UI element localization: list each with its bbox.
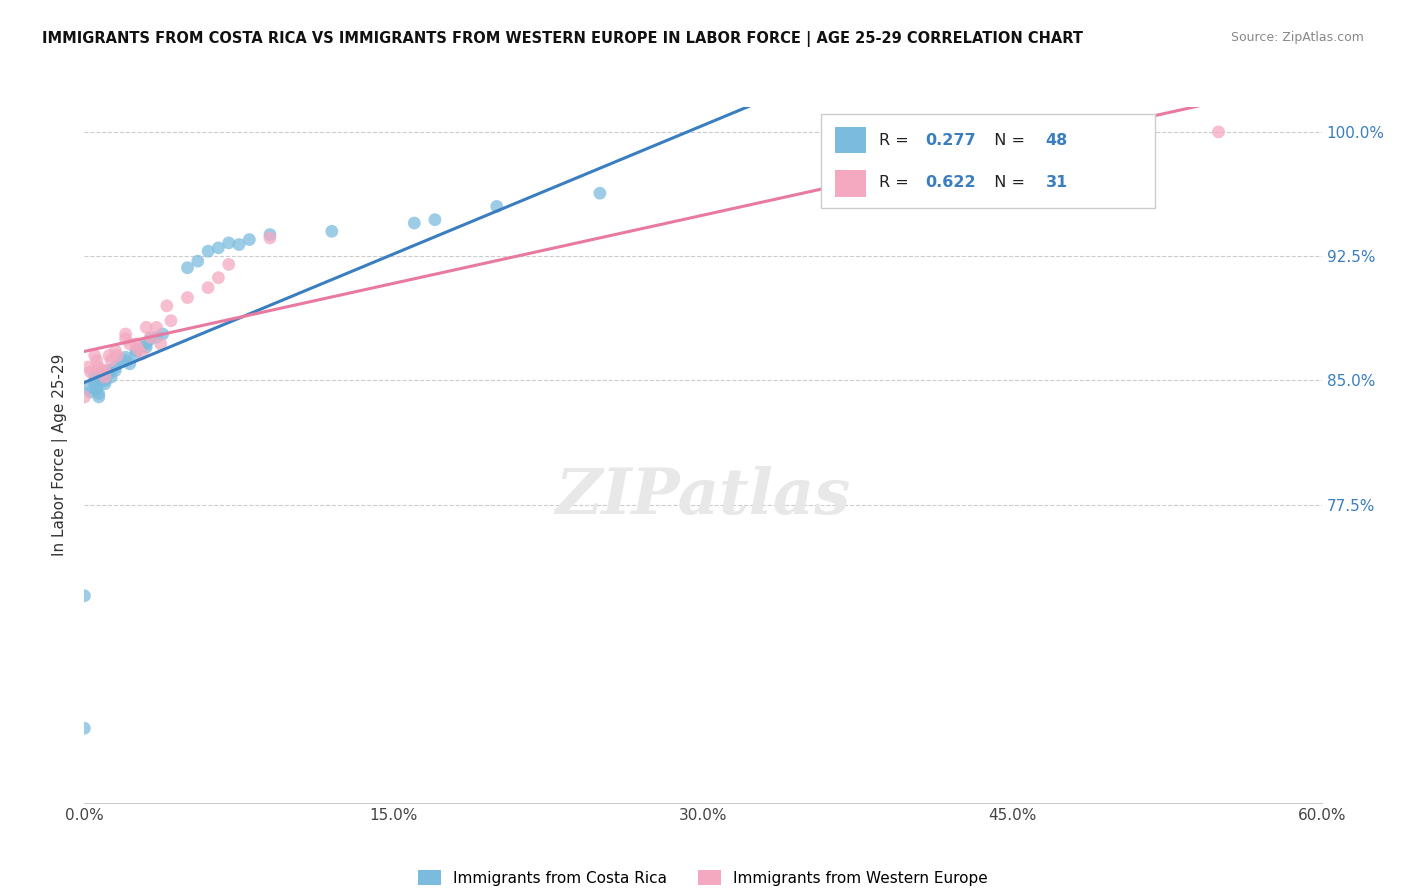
- Point: [77, 382, 100, 396]
- Text: ZIPatlas: ZIPatlas: [555, 466, 851, 527]
- Point: [83, 368, 105, 383]
- Point: [131, 347, 153, 361]
- Point: [87, 360, 110, 375]
- Point: [160, 314, 183, 328]
- Point: [114, 353, 136, 368]
- Point: [1208, 125, 1230, 139]
- Point: [114, 326, 136, 341]
- Point: [83, 376, 105, 391]
- Point: [131, 340, 153, 354]
- Point: [259, 227, 281, 242]
- Point: [86, 384, 108, 398]
- Point: [176, 291, 198, 305]
- Point: [259, 231, 281, 245]
- Point: [404, 216, 426, 230]
- Point: [86, 380, 108, 394]
- Point: [87, 390, 110, 404]
- Point: [94, 373, 117, 387]
- Text: Source: ZipAtlas.com: Source: ZipAtlas.com: [1230, 31, 1364, 45]
- Point: [79, 384, 101, 399]
- Point: [218, 235, 240, 250]
- Point: [139, 330, 162, 344]
- Point: [83, 349, 105, 363]
- Point: [589, 186, 612, 201]
- Point: [90, 363, 112, 377]
- Point: [197, 244, 219, 259]
- Text: 0.622: 0.622: [925, 175, 976, 190]
- Point: [187, 254, 209, 268]
- Point: [156, 299, 179, 313]
- Text: 31: 31: [1046, 175, 1069, 190]
- Point: [94, 370, 117, 384]
- Text: 0.277: 0.277: [925, 133, 976, 148]
- Bar: [835, 170, 866, 196]
- Text: IMMIGRANTS FROM COSTA RICA VS IMMIGRANTS FROM WESTERN EUROPE IN LABOR FORCE | AG: IMMIGRANTS FROM COSTA RICA VS IMMIGRANTS…: [42, 31, 1083, 47]
- Point: [73, 589, 96, 603]
- Point: [218, 257, 240, 271]
- Point: [98, 367, 121, 381]
- Point: [118, 357, 141, 371]
- Text: N =: N =: [984, 133, 1031, 148]
- Point: [104, 360, 127, 375]
- Point: [114, 350, 136, 364]
- Point: [149, 337, 172, 351]
- Text: R =: R =: [879, 133, 914, 148]
- Point: [238, 233, 260, 247]
- Point: [152, 326, 174, 341]
- Point: [98, 349, 121, 363]
- Point: [114, 332, 136, 346]
- Point: [87, 386, 110, 401]
- Point: [139, 332, 162, 346]
- Point: [135, 340, 157, 354]
- Point: [73, 390, 96, 404]
- Point: [228, 237, 250, 252]
- Point: [197, 280, 219, 294]
- Point: [176, 260, 198, 275]
- Point: [91, 373, 114, 387]
- Point: [94, 370, 117, 384]
- Point: [94, 376, 117, 391]
- Point: [125, 337, 148, 351]
- Point: [321, 224, 343, 238]
- Point: [90, 365, 112, 379]
- Point: [125, 343, 148, 358]
- Text: 48: 48: [1046, 133, 1069, 148]
- Point: [100, 353, 122, 368]
- Point: [118, 337, 141, 351]
- Point: [135, 320, 157, 334]
- Point: [90, 370, 112, 384]
- Point: [94, 363, 117, 377]
- Point: [104, 363, 127, 377]
- Point: [127, 342, 149, 356]
- Point: [207, 270, 229, 285]
- Point: [135, 337, 157, 351]
- Point: [105, 349, 128, 363]
- Point: [207, 241, 229, 255]
- Point: [100, 370, 122, 384]
- Text: N =: N =: [984, 175, 1031, 190]
- Point: [83, 373, 105, 387]
- Point: [485, 199, 508, 213]
- Point: [423, 212, 446, 227]
- Point: [145, 320, 167, 334]
- Point: [110, 353, 132, 368]
- Point: [960, 125, 983, 139]
- Point: [79, 365, 101, 379]
- Point: [86, 353, 108, 368]
- Point: [73, 721, 96, 735]
- Point: [77, 360, 100, 375]
- Text: R =: R =: [879, 175, 914, 190]
- Point: [104, 343, 127, 358]
- Y-axis label: In Labor Force | Age 25-29: In Labor Force | Age 25-29: [52, 354, 67, 556]
- Legend: Immigrants from Costa Rica, Immigrants from Western Europe: Immigrants from Costa Rica, Immigrants f…: [418, 870, 988, 886]
- Bar: [835, 127, 866, 153]
- Point: [145, 330, 167, 344]
- Point: [125, 347, 148, 361]
- Bar: [821, 114, 1154, 208]
- Point: [98, 363, 121, 377]
